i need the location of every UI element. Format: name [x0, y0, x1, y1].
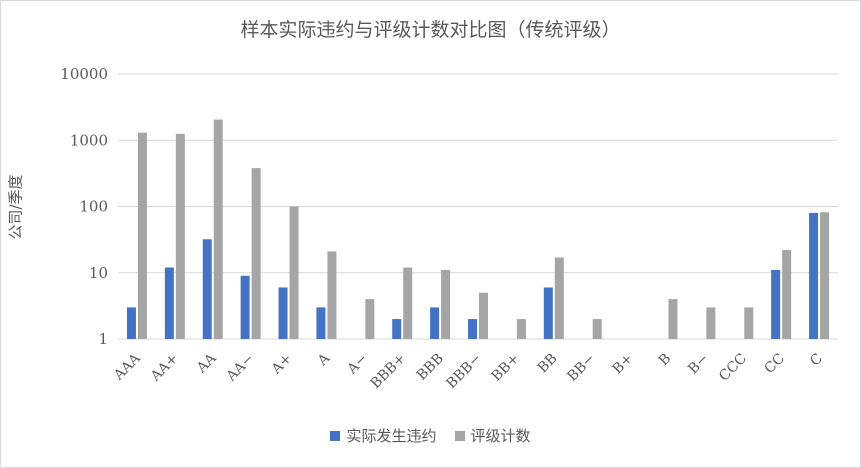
bar-defaults	[771, 270, 781, 339]
x-tick-label: AA	[193, 350, 220, 377]
bar-defaults	[278, 287, 288, 339]
bar-rating-count	[782, 250, 792, 339]
y-tick-label: 1000	[70, 131, 108, 149]
bar-defaults	[202, 239, 212, 339]
bar-rating-count	[554, 257, 564, 339]
x-tick-label: AA−	[223, 351, 258, 386]
bar-rating-count	[668, 299, 678, 339]
bar-defaults	[809, 212, 819, 339]
bar-defaults	[164, 267, 174, 339]
y-tick-label: 10000	[60, 65, 108, 83]
legend-item-defaults: 实际发生违约	[330, 425, 437, 446]
x-tick-label: CCC	[716, 351, 750, 385]
x-tick-label: BBB+	[368, 351, 409, 392]
x-tick-label: B−	[685, 351, 712, 378]
x-tick-label: CC	[762, 351, 788, 377]
bar-rating-count	[516, 319, 526, 339]
x-tick-label: A−	[344, 351, 371, 378]
bar-rating-count	[137, 132, 147, 339]
bar-rating-count	[820, 212, 830, 339]
bar-rating-count	[744, 307, 754, 339]
y-tick-label: 1	[98, 330, 108, 348]
x-tick-label: B	[656, 351, 675, 370]
bar-defaults	[126, 307, 136, 339]
x-tick-label: BB+	[489, 351, 523, 385]
legend-item-rating-count: 评级计数	[454, 425, 531, 446]
legend-swatch-defaults	[330, 430, 341, 441]
bar-rating-count	[327, 251, 337, 339]
bar-defaults	[316, 307, 326, 339]
bar-rating-count	[592, 319, 602, 339]
x-tick-label: A+	[268, 351, 295, 378]
x-tick-label: B+	[610, 351, 637, 378]
bar-rating-count	[403, 267, 413, 339]
x-tick-label: BBB	[414, 351, 447, 384]
bar-defaults	[240, 275, 250, 339]
legend-label-rating-count: 评级计数	[470, 427, 531, 445]
bar-rating-count	[479, 292, 488, 339]
chart-title: 样本实际违约与评级计数对比图（传统评级）	[240, 19, 621, 41]
bar-rating-count	[441, 270, 451, 339]
x-tick-label: BBB−	[443, 351, 484, 392]
legend-swatch-rating-count	[454, 430, 465, 441]
x-tick-label: C	[807, 351, 826, 370]
legend: 实际发生违约 评级计数	[1, 425, 860, 446]
bar-defaults	[392, 319, 402, 339]
bar-rating-count	[213, 119, 223, 339]
bar-rating-count	[706, 307, 716, 339]
x-tick-label: AAA	[110, 350, 144, 384]
bar-defaults	[543, 287, 553, 339]
x-tick-label: BB−	[564, 351, 598, 385]
bar-rating-count	[251, 168, 261, 339]
y-tick-label: 10	[89, 264, 108, 282]
bar-rating-count	[289, 206, 299, 339]
legend-label-defaults: 实际发生违约	[346, 427, 437, 445]
x-tick-label: BB	[535, 351, 561, 377]
bar-defaults	[468, 319, 477, 339]
y-tick-label: 100	[79, 198, 108, 216]
bar-rating-count	[365, 299, 375, 339]
x-tick-label: A	[314, 350, 334, 370]
bar-rating-count	[175, 133, 185, 339]
x-tick-label: AA+	[147, 351, 182, 386]
bar-defaults	[430, 307, 440, 339]
